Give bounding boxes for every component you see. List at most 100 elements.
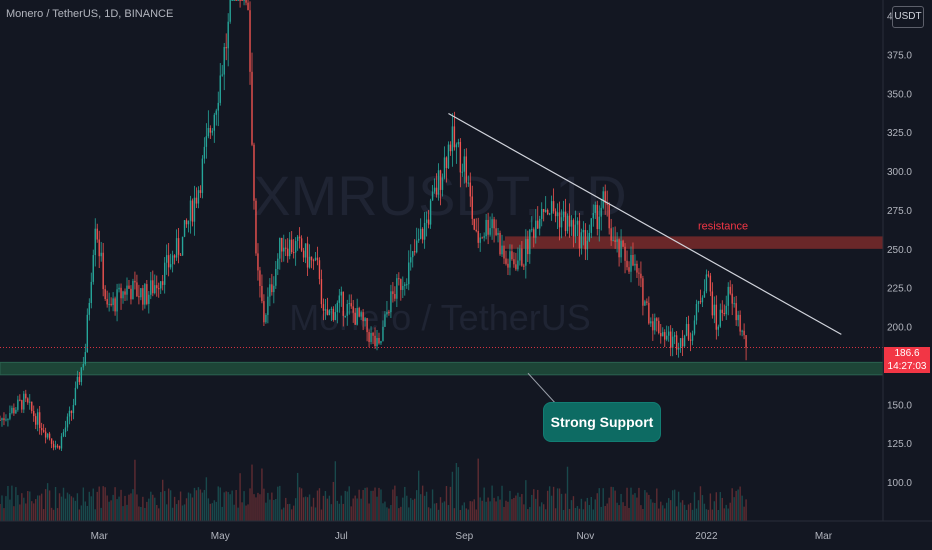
time-tick-label: Mar bbox=[815, 531, 833, 542]
volume-bar bbox=[396, 496, 398, 521]
currency-badge[interactable]: USDT bbox=[892, 6, 924, 28]
price-axis[interactable]: 400.0375.0350.0325.0300.0275.0250.0225.0… bbox=[882, 0, 932, 550]
volume-bar bbox=[203, 489, 206, 521]
volume-bar bbox=[406, 495, 408, 521]
volume-bar bbox=[662, 505, 664, 521]
price-tick-label: 150.0 bbox=[887, 400, 912, 411]
candle-body bbox=[519, 248, 521, 261]
volume-bar bbox=[279, 485, 281, 521]
candle-body bbox=[473, 218, 475, 230]
volume-bar bbox=[211, 503, 214, 521]
candle-body bbox=[457, 141, 460, 145]
candle-body bbox=[693, 320, 696, 334]
overlays-layer: resistance bbox=[0, 113, 883, 406]
candle-body bbox=[675, 335, 678, 350]
volume-bar bbox=[743, 506, 745, 521]
volume-bar bbox=[535, 498, 537, 521]
volume-bar bbox=[308, 494, 311, 521]
candle-body bbox=[588, 232, 591, 241]
candle-body bbox=[15, 409, 17, 414]
volume-bar bbox=[231, 490, 233, 521]
volume-bar bbox=[300, 488, 303, 521]
volume-bar bbox=[666, 502, 668, 521]
candle-body bbox=[497, 232, 499, 235]
candle-body bbox=[606, 202, 608, 205]
volume-bar bbox=[386, 507, 388, 521]
time-axis[interactable]: Mar May Jul Sep Nov 2022 Mar bbox=[0, 520, 932, 550]
volume-bar bbox=[473, 499, 475, 521]
volume-bar bbox=[477, 458, 479, 521]
candle-body bbox=[98, 239, 100, 257]
volume-bar bbox=[566, 466, 569, 521]
candle-body bbox=[336, 302, 339, 313]
candle-body bbox=[402, 285, 404, 290]
candle-body bbox=[517, 260, 519, 270]
candle-body bbox=[479, 237, 481, 243]
volume-bar bbox=[104, 487, 106, 521]
candle-body bbox=[90, 281, 92, 303]
candle-body bbox=[273, 285, 275, 293]
candle-body bbox=[233, 0, 235, 1]
candle-body bbox=[398, 278, 400, 280]
volume-bar bbox=[50, 507, 53, 521]
volume-bar bbox=[447, 505, 450, 521]
volume-bar bbox=[737, 489, 739, 521]
candle-body bbox=[574, 224, 577, 237]
candle-body bbox=[396, 278, 398, 299]
volume-bar bbox=[354, 495, 356, 521]
candle-body bbox=[104, 289, 106, 300]
candle-body bbox=[664, 332, 666, 340]
volume-bar bbox=[209, 503, 212, 521]
volume-bar bbox=[290, 509, 293, 521]
candle-body bbox=[78, 376, 81, 383]
volume-bar bbox=[634, 493, 636, 521]
volume-bar bbox=[296, 472, 299, 521]
candle-body bbox=[106, 299, 108, 305]
candle-body bbox=[136, 282, 138, 297]
volume-bar bbox=[33, 503, 35, 521]
volume-bar bbox=[729, 502, 731, 521]
volume-bar bbox=[358, 489, 360, 521]
candle-body bbox=[82, 364, 85, 368]
candle-body bbox=[350, 303, 352, 307]
volume-bar bbox=[38, 495, 41, 521]
volume-bar bbox=[455, 462, 458, 521]
candle-body bbox=[320, 279, 323, 305]
candle-body bbox=[207, 127, 210, 137]
candle-body bbox=[187, 220, 190, 225]
volume-bar bbox=[533, 489, 535, 521]
candle-body bbox=[130, 288, 132, 300]
volume-bar bbox=[493, 497, 495, 521]
candle-body bbox=[558, 212, 561, 228]
candle-body bbox=[19, 399, 21, 401]
candle-body bbox=[505, 258, 507, 264]
candle-body bbox=[249, 10, 251, 72]
candle-body bbox=[735, 303, 737, 321]
candle-body bbox=[604, 191, 606, 203]
volume-bar bbox=[253, 494, 255, 521]
candle-body bbox=[328, 310, 331, 316]
volume-bar bbox=[624, 505, 626, 521]
volume-bar bbox=[669, 500, 672, 521]
volume-bar bbox=[598, 488, 600, 521]
candle-body bbox=[265, 314, 267, 323]
candle-body bbox=[475, 229, 477, 232]
volume-bar bbox=[292, 505, 295, 521]
candle-body bbox=[96, 228, 98, 240]
candle-body bbox=[590, 218, 593, 233]
volume-bar bbox=[267, 492, 269, 521]
volume-bar bbox=[437, 509, 440, 521]
candle-body bbox=[54, 445, 57, 448]
volume-bar bbox=[433, 503, 436, 521]
candle-body bbox=[677, 347, 680, 350]
volume-bar bbox=[257, 492, 259, 521]
volume-bar bbox=[487, 497, 489, 521]
volume-bar bbox=[169, 490, 172, 521]
candle-body bbox=[138, 296, 140, 298]
volume-bar bbox=[552, 486, 555, 521]
volume-bar bbox=[23, 497, 25, 521]
candle-body bbox=[364, 318, 366, 322]
candle-body bbox=[213, 114, 215, 131]
candle-body bbox=[515, 264, 517, 270]
